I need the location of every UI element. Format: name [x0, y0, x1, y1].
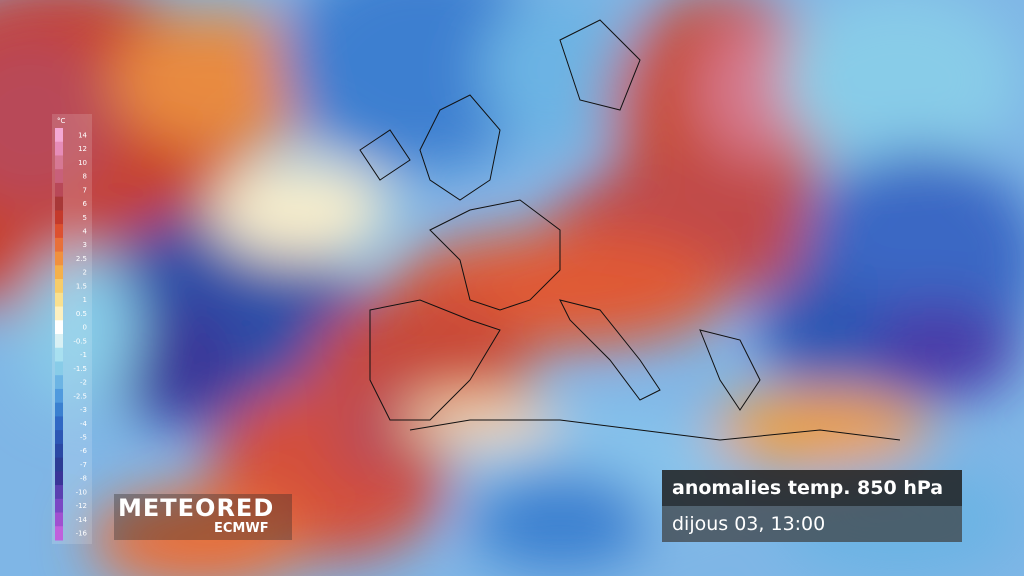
legend-swatch	[55, 334, 63, 349]
legend-label: -2	[80, 379, 87, 387]
legend-swatch	[55, 320, 63, 335]
legend-swatch	[55, 155, 63, 170]
legend-swatch	[55, 457, 63, 472]
legend-label: 0	[83, 324, 87, 332]
legend-swatch	[55, 361, 63, 376]
legend-label: -10	[76, 488, 87, 496]
legend-swatch	[55, 196, 63, 211]
caption-date: dijous 03, 13:00	[662, 506, 962, 542]
legend-swatch	[55, 485, 63, 500]
legend-swatch	[55, 224, 63, 239]
legend-swatch	[55, 237, 63, 253]
legend-label: 3	[83, 241, 87, 249]
legend-swatch	[55, 265, 63, 280]
caption-title: anomalies temp. 850 hPa	[662, 470, 962, 506]
legend-swatch	[55, 388, 63, 404]
legend-label: 14	[78, 131, 87, 139]
legend-label: 1.5	[76, 282, 87, 290]
legend-label: 12	[78, 145, 87, 153]
legend-label: 6	[83, 200, 88, 208]
legend-swatch	[55, 512, 63, 527]
legend-swatch	[55, 471, 63, 486]
legend-swatch	[55, 210, 63, 225]
legend-label: -16	[76, 530, 88, 538]
legend-label: -4	[80, 420, 88, 428]
legend-unit: °C	[57, 117, 65, 125]
legend-label: -2.5	[73, 392, 87, 400]
legend-swatch	[55, 498, 63, 514]
legend-swatch	[55, 375, 63, 390]
legend-swatch	[55, 443, 63, 459]
legend-label: -5	[80, 434, 87, 442]
coastlines	[359, 19, 901, 441]
legend-label: -12	[76, 502, 87, 510]
legend-label: 2	[83, 269, 87, 277]
legend-swatch	[55, 430, 63, 445]
legend-label: -8	[80, 475, 87, 483]
legend-label: -1.5	[73, 365, 87, 373]
legend-label: 8	[83, 173, 87, 181]
legend-label: -6	[80, 447, 88, 455]
brand-source: ECMWF	[214, 521, 269, 536]
legend-swatch	[55, 347, 63, 362]
legend-label: -1	[80, 351, 87, 359]
legend-label: -7	[80, 461, 87, 469]
brand-logo: METEORED ECMWF	[114, 494, 292, 540]
legend-label: 10	[78, 159, 87, 167]
legend-swatch	[55, 526, 63, 541]
legend-swatch	[55, 141, 63, 156]
legend-swatch	[55, 292, 63, 308]
legend-label: 1	[83, 296, 87, 304]
brand-name: METEORED	[118, 494, 275, 522]
legend-swatch	[55, 279, 63, 294]
legend-label: 2.5	[76, 255, 87, 263]
legend-label: 4	[83, 228, 88, 236]
legend-swatch	[55, 182, 63, 198]
legend-swatch	[55, 306, 63, 321]
legend-swatch	[55, 416, 63, 431]
legend-label: 5	[83, 214, 87, 222]
legend-label: -14	[76, 516, 88, 524]
legend-label: 0.5	[76, 310, 87, 318]
legend-label: -3	[80, 406, 87, 414]
legend-swatch	[55, 251, 63, 266]
legend-swatch	[55, 402, 63, 417]
legend-label: 7	[83, 186, 87, 194]
legend-swatch	[55, 169, 63, 184]
legend-label: -0.5	[73, 337, 87, 345]
legend-swatch	[55, 128, 63, 143]
